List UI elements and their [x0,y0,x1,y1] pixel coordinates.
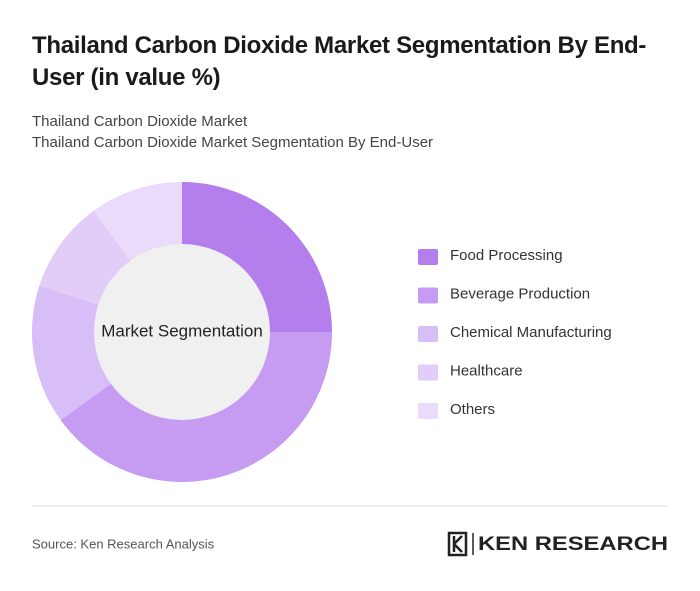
legend-swatch [418,364,438,381]
chart-title: Thailand Carbon Dioxide Market Segmentat… [32,32,647,91]
legend-swatch [418,249,438,265]
legend-swatch [418,326,438,342]
legend-label: Others [450,401,495,418]
title-box: Thailand Carbon Dioxide Market Segmentat… [32,32,647,91]
logo-icon [447,531,474,557]
legend: Food Processing Beverage Production Chemic… [418,247,612,419]
donut-hole [94,244,270,420]
legend-label: Healthcare [450,362,523,379]
source: Source: Ken Research Analysis [32,536,215,551]
legend-swatch [418,403,438,419]
legend-label: Food Processing [450,247,563,264]
subtitle: Thailand Carbon Dioxide Market [32,113,248,130]
subtitle: Thailand Carbon Dioxide Market Segmentat… [32,134,433,151]
legend-label: Chemical Manufacturing [450,324,612,341]
legend-label: Beverage Production [450,285,590,302]
legend-swatch [418,287,438,304]
logo-k [452,535,463,553]
logo-text: KEN RESEARCH [478,534,668,555]
logo-frame [447,531,468,557]
center-label: Market Segmentation [101,321,263,340]
